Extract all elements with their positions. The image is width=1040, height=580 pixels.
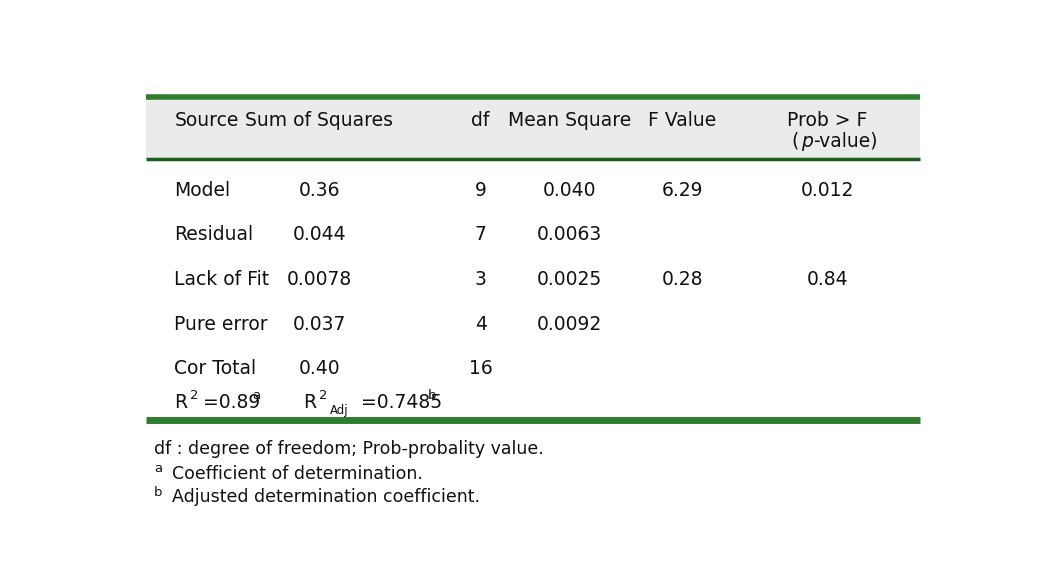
Text: a: a	[253, 389, 261, 402]
Text: 0.40: 0.40	[298, 360, 340, 378]
Text: p: p	[802, 132, 813, 151]
Text: 3: 3	[474, 270, 487, 289]
Text: df: df	[471, 111, 490, 130]
Bar	[146, 97, 920, 159]
Text: 0.0025: 0.0025	[537, 270, 602, 289]
Text: -value): -value)	[812, 132, 877, 151]
Text: Adjusted determination coefficient.: Adjusted determination coefficient.	[172, 488, 479, 506]
Text: R: R	[304, 393, 316, 412]
Text: (: (	[790, 132, 799, 151]
Text: 16: 16	[469, 360, 493, 378]
Text: 7: 7	[474, 226, 487, 244]
Text: Residual: Residual	[175, 226, 254, 244]
Text: 6.29: 6.29	[661, 181, 703, 200]
Text: Adj: Adj	[330, 404, 348, 417]
Text: Mean Square: Mean Square	[508, 111, 631, 130]
Text: Model: Model	[175, 181, 231, 200]
Text: R: R	[175, 393, 187, 412]
Text: 0.0078: 0.0078	[287, 270, 352, 289]
Text: 0.044: 0.044	[292, 226, 346, 244]
Text: 0.28: 0.28	[661, 270, 703, 289]
Text: 2: 2	[190, 389, 199, 402]
Text: =0.7485: =0.7485	[361, 393, 442, 412]
Text: df : degree of freedom; Prob-probality value.: df : degree of freedom; Prob-probality v…	[154, 440, 544, 458]
Text: Source: Source	[175, 111, 239, 130]
Text: b: b	[428, 389, 437, 402]
Text: 0.040: 0.040	[543, 181, 596, 200]
Text: 9: 9	[474, 181, 487, 200]
Text: Coefficient of determination.: Coefficient of determination.	[172, 465, 423, 483]
Text: 0.36: 0.36	[298, 181, 340, 200]
Text: 0.84: 0.84	[806, 270, 848, 289]
Text: 0.012: 0.012	[801, 181, 854, 200]
Text: 0.0092: 0.0092	[537, 315, 602, 333]
Text: =0.89: =0.89	[203, 393, 260, 412]
Text: Cor Total: Cor Total	[175, 360, 257, 378]
Text: 0.037: 0.037	[292, 315, 346, 333]
Text: Sum of Squares: Sum of Squares	[245, 111, 393, 130]
Text: 2: 2	[319, 389, 328, 402]
Text: a: a	[154, 462, 162, 475]
Text: Lack of Fit: Lack of Fit	[175, 270, 269, 289]
Text: 4: 4	[474, 315, 487, 333]
Text: Pure error: Pure error	[175, 315, 268, 333]
Text: b: b	[154, 485, 162, 499]
Text: F Value: F Value	[648, 111, 717, 130]
Text: Prob > F: Prob > F	[787, 111, 867, 130]
Text: 0.0063: 0.0063	[537, 226, 602, 244]
